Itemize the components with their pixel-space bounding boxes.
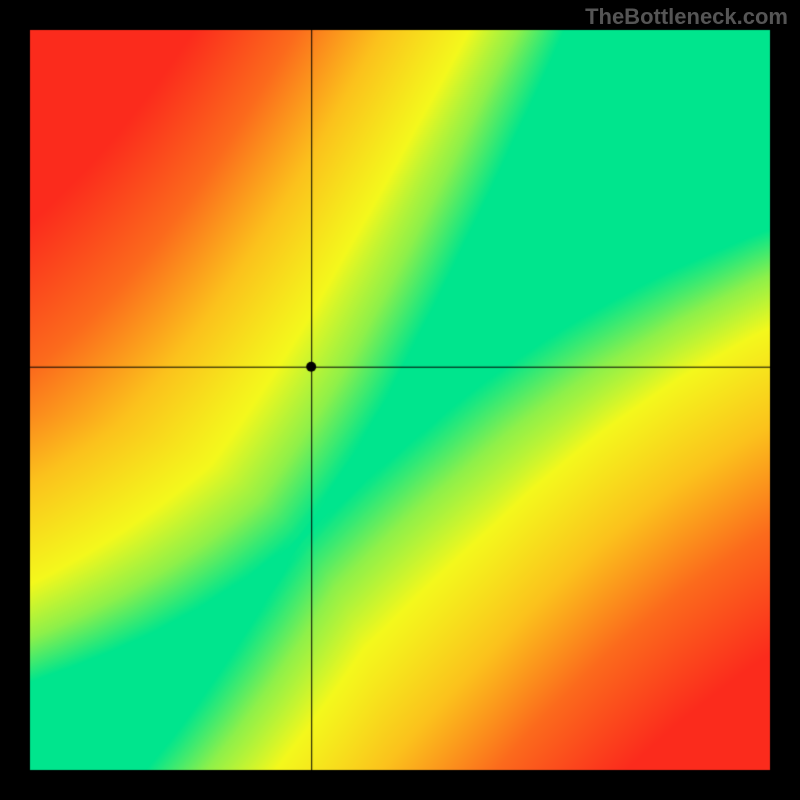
- watermark-text: TheBottleneck.com: [585, 4, 788, 30]
- heatmap-canvas: [0, 0, 800, 800]
- chart-container: TheBottleneck.com: [0, 0, 800, 800]
